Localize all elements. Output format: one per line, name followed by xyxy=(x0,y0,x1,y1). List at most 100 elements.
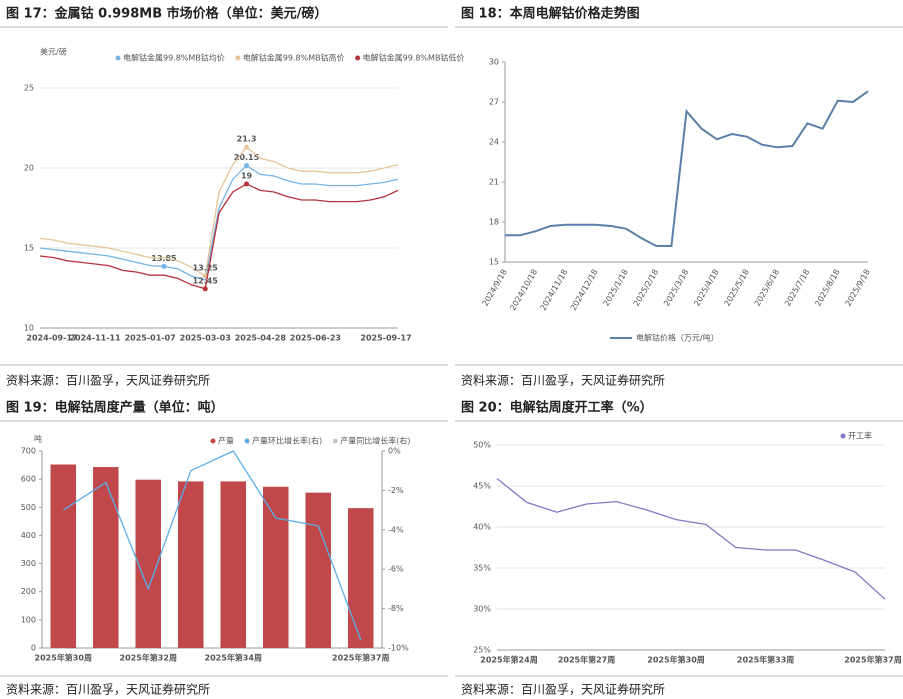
y-tick-label: 700 xyxy=(21,447,36,456)
source-note: 资料来源：百川盈孚，天风证券研究所 xyxy=(461,682,665,697)
x-tick-label: 2025/2/18 xyxy=(632,268,660,308)
series-line xyxy=(496,478,886,600)
series-line xyxy=(39,146,399,278)
y-tick-label: 400 xyxy=(21,531,36,540)
legend-label: 开工率 xyxy=(848,431,872,441)
legend-label: 电解钴金属99.8%MB钴高价 xyxy=(243,53,345,63)
source-note: 资料来源：百川盈孚，天风证券研究所 xyxy=(6,373,210,388)
bar xyxy=(50,464,76,648)
source-note: 资料来源：百川盈孚，天风证券研究所 xyxy=(6,682,210,697)
value-label: 20.15 xyxy=(234,153,260,162)
value-label: 21.3 xyxy=(237,135,257,144)
y-tick-label: 25% xyxy=(473,646,491,655)
legend-label: 产量同比增长率(右) xyxy=(340,436,410,446)
x-tick-label: 2025年第37周 xyxy=(844,655,901,665)
x-tick-label: 2025/4/18 xyxy=(692,268,720,308)
x-tick-label: 2024/10/18 xyxy=(508,268,539,312)
value-label: 12.45 xyxy=(193,276,219,285)
x-tick-label: 2024/9/18 xyxy=(481,268,509,308)
bar xyxy=(348,508,374,648)
y2-tick-label: -10% xyxy=(388,644,409,653)
x-tick-label: 2024/12/18 xyxy=(569,268,600,312)
y-tick-label: 30 xyxy=(489,58,499,67)
x-tick-label: 2025-09-17 xyxy=(360,334,411,343)
y-tick-label: 300 xyxy=(21,559,36,568)
y-axis-unit: 吨 xyxy=(34,434,42,444)
legend-swatch xyxy=(115,55,121,61)
y2-tick-label: -4% xyxy=(388,525,404,534)
x-tick-label: 2024/11/18 xyxy=(539,268,570,312)
y-tick-label: 50% xyxy=(473,441,491,450)
series-line xyxy=(39,183,399,290)
x-tick-label: 2025/1/18 xyxy=(602,268,630,308)
y-tick-label: 27 xyxy=(489,98,499,107)
legend-label: 电解钴金属99.8%MB钴低价 xyxy=(363,53,465,63)
bar xyxy=(220,481,246,648)
legend-label: 产量环比增长率(右) xyxy=(252,436,322,446)
bar xyxy=(305,492,331,648)
x-tick-label: 2025年第30周 xyxy=(35,653,92,663)
point-marker xyxy=(244,181,250,187)
legend-swatch xyxy=(235,55,241,61)
x-tick-label: 2025年第33周 xyxy=(737,655,794,665)
legend-swatch xyxy=(332,438,338,444)
x-tick-label: 2025-01-07 xyxy=(125,334,176,343)
figure-caption: 图 20：电解钴周度开工率（%） xyxy=(461,400,653,416)
point-marker xyxy=(244,144,250,150)
x-tick-label: 2025年第27周 xyxy=(558,655,615,665)
bar xyxy=(263,486,289,648)
series-line xyxy=(39,164,399,281)
point-marker xyxy=(161,263,167,269)
y-axis-unit: 美元/磅 xyxy=(40,47,67,57)
figure-caption: 图 17：金属钴 0.998MB 市场价格（单位：美元/磅） xyxy=(6,6,327,22)
y-tick-label: 45% xyxy=(473,482,491,491)
legend-swatch xyxy=(210,438,216,444)
x-tick-label: 2025/9/18 xyxy=(844,268,872,308)
series-line xyxy=(505,90,869,247)
x-tick-label: 2025/7/18 xyxy=(783,268,811,308)
y-tick-label: 10 xyxy=(24,324,34,333)
y-tick-label: 30% xyxy=(473,605,491,614)
x-tick-label: 2025年第32周 xyxy=(120,653,177,663)
y2-tick-label: -2% xyxy=(388,486,404,495)
y2-tick-label: 0% xyxy=(388,447,401,456)
x-tick-label: 2025/5/18 xyxy=(723,268,751,308)
x-tick-label: 2025-06-23 xyxy=(290,334,341,343)
value-label: 19 xyxy=(241,172,253,181)
y-tick-label: 0 xyxy=(31,644,36,653)
x-tick-label: 2025/8/18 xyxy=(813,268,841,308)
point-marker xyxy=(202,273,208,279)
y-tick-label: 18 xyxy=(489,218,499,227)
legend-label: 电解钴价格（万元/吨） xyxy=(636,333,719,343)
legend-label: 产量 xyxy=(218,436,234,446)
x-tick-label: 2025年第37周 xyxy=(332,653,389,663)
y-tick-label: 25 xyxy=(24,84,34,93)
value-label: 13.85 xyxy=(151,254,177,263)
y2-tick-label: -6% xyxy=(388,565,404,574)
y-tick-label: 40% xyxy=(473,523,491,532)
x-tick-label: 2025-03-03 xyxy=(180,334,231,343)
y-tick-label: 500 xyxy=(21,503,36,512)
legend-swatch xyxy=(244,438,250,444)
legend-swatch xyxy=(840,433,846,439)
x-tick-label: 2024-11-11 xyxy=(69,334,121,343)
point-marker xyxy=(244,163,250,169)
x-tick-label: 2025年第24周 xyxy=(480,655,537,665)
point-marker xyxy=(202,286,208,292)
y-tick-label: 15 xyxy=(489,258,499,267)
x-tick-label: 2025/6/18 xyxy=(753,268,781,308)
x-tick-label: 2025/3/18 xyxy=(662,268,690,308)
x-tick-label: 2025-04-28 xyxy=(235,334,287,343)
x-tick-label: 2024-09-17 xyxy=(26,334,77,343)
y2-tick-label: -8% xyxy=(388,604,404,613)
y-tick-label: 100 xyxy=(21,615,36,624)
y-tick-label: 35% xyxy=(473,564,491,573)
value-label: 13.25 xyxy=(193,264,219,273)
x-tick-label: 2025年第30周 xyxy=(647,655,704,665)
legend-label: 电解钴金属99.8%MB钴均价 xyxy=(123,53,225,63)
y-tick-label: 600 xyxy=(21,475,36,484)
y-tick-label: 24 xyxy=(489,138,499,147)
source-note: 资料来源：百川盈孚，天风证券研究所 xyxy=(461,373,665,388)
y-tick-label: 21 xyxy=(489,178,499,187)
